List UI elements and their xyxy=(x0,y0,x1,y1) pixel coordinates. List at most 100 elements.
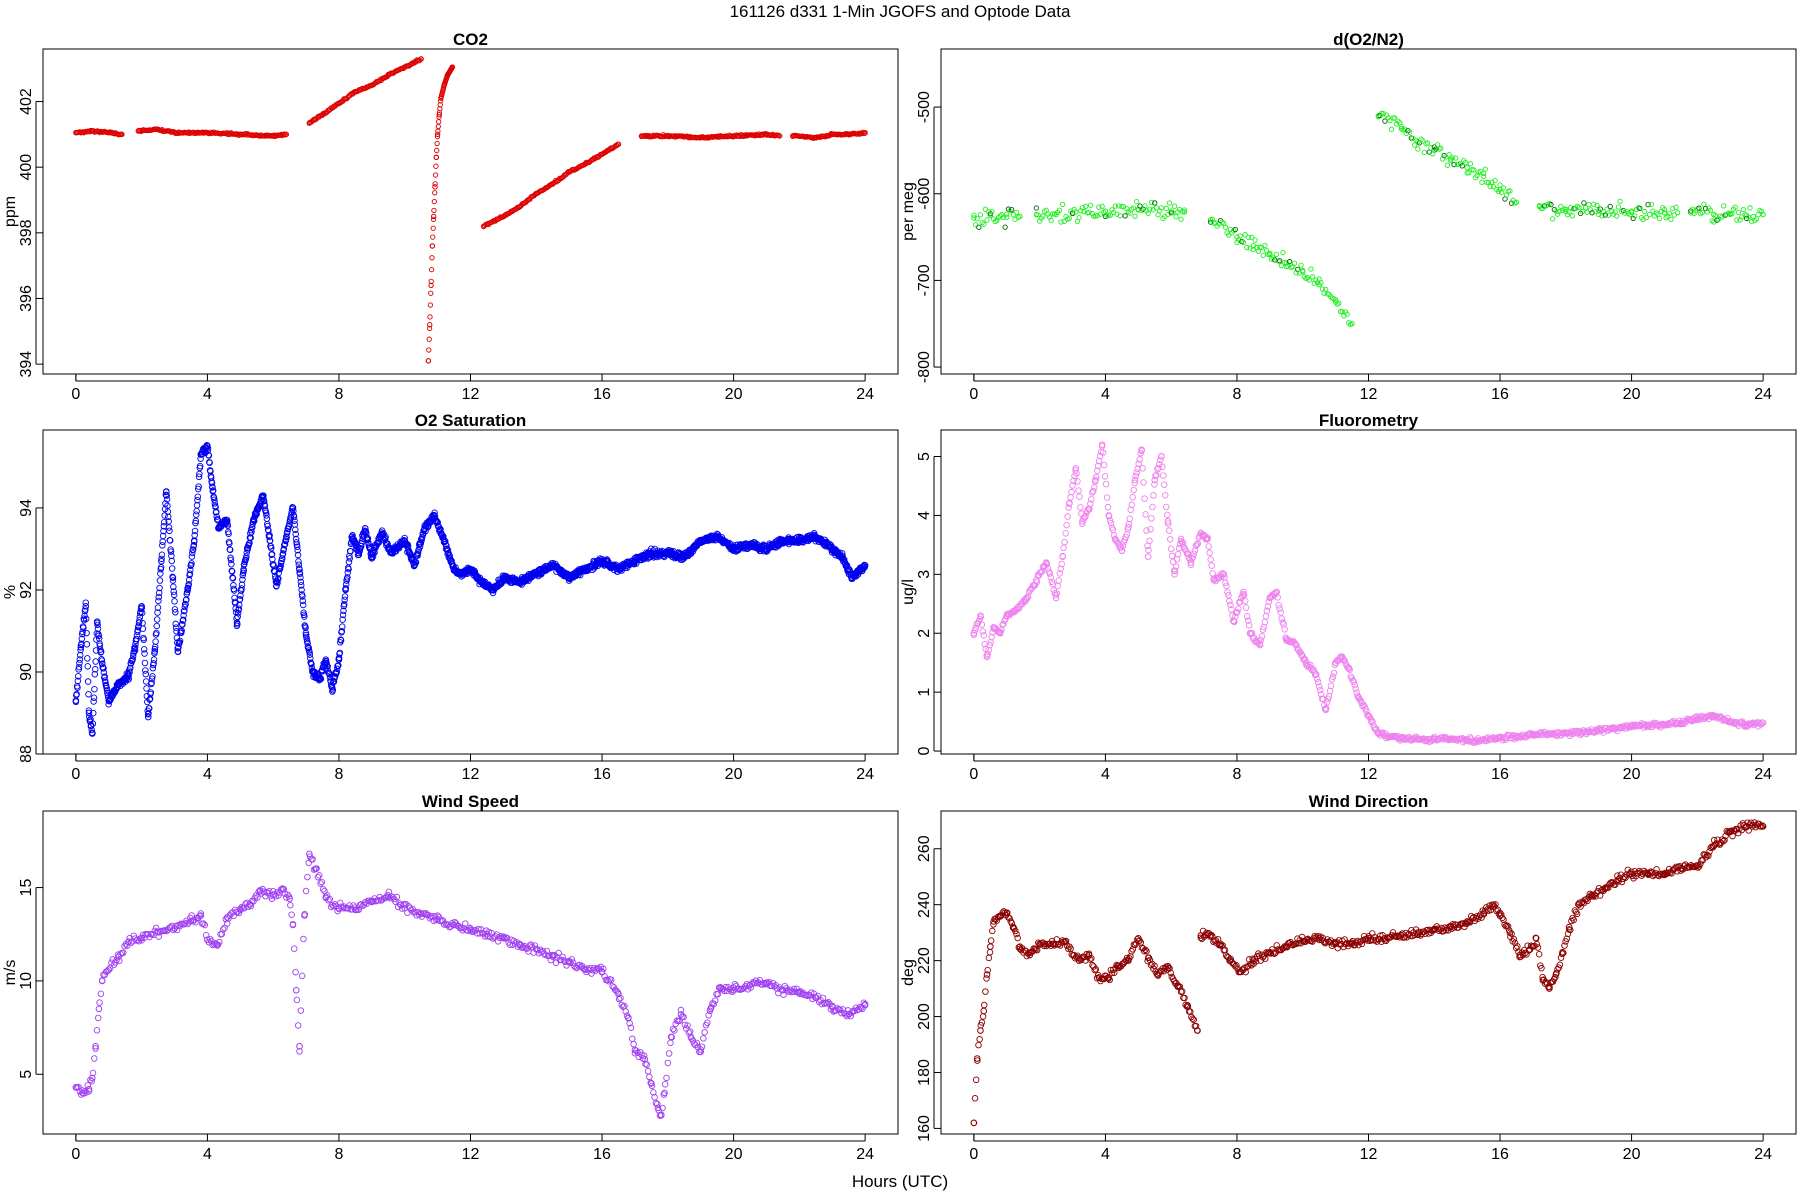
data-point xyxy=(294,551,302,559)
x-tick-label: 24 xyxy=(856,766,874,783)
data-point xyxy=(1004,214,1010,220)
data-point xyxy=(224,522,232,529)
data-point xyxy=(426,336,432,342)
data-point xyxy=(195,473,203,481)
data-point xyxy=(743,132,749,138)
data-point xyxy=(1076,214,1082,221)
data-point xyxy=(339,616,346,623)
data-point xyxy=(484,933,491,940)
data-point xyxy=(140,636,148,643)
main-title: 161126 d331 1-Min JGOFS and Optode Data xyxy=(729,2,1071,21)
x-tick-label: 8 xyxy=(335,1146,344,1163)
data-point xyxy=(448,557,455,564)
data-point xyxy=(301,613,308,620)
y-tick-label: -600 xyxy=(916,178,933,210)
data-point xyxy=(1079,520,1086,527)
chart-title: Wind Speed xyxy=(422,792,519,811)
data-point xyxy=(1462,159,1469,166)
data-point xyxy=(569,959,577,966)
data-point xyxy=(1277,609,1284,616)
data-point xyxy=(1152,472,1159,480)
data-point xyxy=(1307,661,1314,669)
data-point xyxy=(1385,115,1391,121)
data-point xyxy=(1701,201,1707,207)
data-point xyxy=(277,562,284,570)
data-point xyxy=(999,621,1006,629)
data-point xyxy=(263,515,271,522)
data-point xyxy=(308,660,315,668)
data-point xyxy=(1565,729,1573,737)
data-point xyxy=(627,1024,635,1031)
data-point xyxy=(150,656,158,663)
data-point xyxy=(626,1020,633,1027)
data-point xyxy=(433,154,439,160)
data-point xyxy=(1464,165,1470,171)
data-point xyxy=(299,597,307,605)
data-point xyxy=(165,524,173,531)
data-point xyxy=(76,659,83,667)
data-point xyxy=(989,209,995,215)
data-point xyxy=(417,57,423,63)
data-point xyxy=(76,656,84,663)
data-point xyxy=(138,604,146,612)
data-point xyxy=(1077,504,1084,511)
data-point xyxy=(339,623,346,630)
data-point xyxy=(1074,478,1081,485)
plot-frame xyxy=(42,48,899,375)
data-point xyxy=(92,1045,99,1052)
data-point xyxy=(1645,201,1651,208)
data-point xyxy=(172,609,179,616)
y-tick-label: 2 xyxy=(916,629,933,638)
data-point xyxy=(149,664,157,672)
data-point xyxy=(1228,606,1235,613)
y-tick-label: 15 xyxy=(18,879,35,897)
data-point xyxy=(984,217,990,223)
data-point xyxy=(501,935,508,942)
data-point xyxy=(83,629,90,637)
data-point xyxy=(297,578,305,586)
data-point xyxy=(185,580,192,588)
data-point xyxy=(341,596,348,604)
data-point xyxy=(1089,210,1095,217)
data-point xyxy=(1632,721,1640,728)
data-point xyxy=(1327,682,1335,690)
x-tick-label: 20 xyxy=(1623,386,1641,403)
data-point xyxy=(430,917,437,924)
data-point xyxy=(1541,203,1548,209)
data-point xyxy=(1556,208,1562,215)
data-point xyxy=(1056,570,1063,577)
data-point xyxy=(98,977,106,984)
data-point xyxy=(1160,472,1167,479)
data-point xyxy=(461,920,469,927)
data-point xyxy=(1236,598,1244,606)
data-point xyxy=(255,504,262,512)
data-point xyxy=(665,1050,673,1057)
data-point xyxy=(1206,549,1213,557)
data-point xyxy=(1152,200,1158,206)
data-point xyxy=(218,930,226,938)
data-point xyxy=(206,459,213,467)
y-tick-label: 3 xyxy=(916,570,933,579)
data-point xyxy=(1298,262,1304,268)
data-point xyxy=(1592,208,1599,215)
data-point xyxy=(1100,461,1108,469)
data-point xyxy=(149,673,156,680)
data-point xyxy=(1607,203,1613,210)
data-point xyxy=(1245,622,1253,629)
data-point xyxy=(1037,569,1045,576)
data-point xyxy=(1729,211,1735,217)
data-point xyxy=(1622,210,1628,216)
data-point xyxy=(294,543,301,551)
data-point xyxy=(172,624,180,631)
data-point xyxy=(168,552,175,560)
data-point xyxy=(1088,496,1095,503)
data-point xyxy=(1285,263,1291,269)
data-point xyxy=(428,266,435,273)
data-point xyxy=(94,1014,102,1022)
data-point xyxy=(1132,472,1139,480)
data-point xyxy=(387,894,394,902)
data-point xyxy=(1130,205,1137,211)
data-point xyxy=(1113,538,1121,545)
data-point xyxy=(192,517,200,525)
data-point xyxy=(1138,446,1145,453)
